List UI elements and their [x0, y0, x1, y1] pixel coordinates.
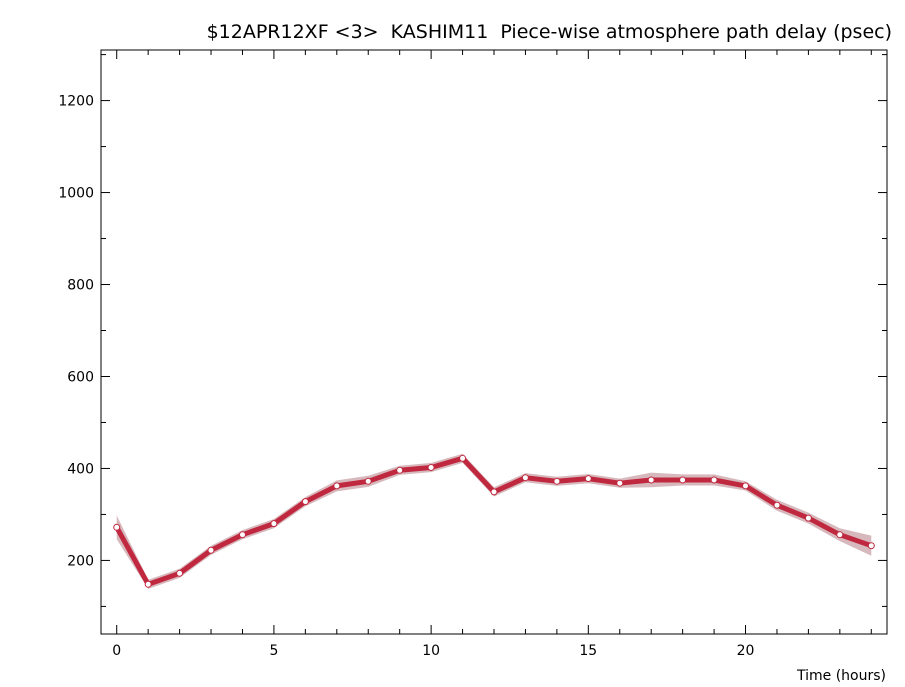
axis-tick-labels: 0 5 10 15 20 200 400 600 800 1000 1200 [58, 94, 754, 659]
data-point [616, 479, 624, 487]
data-point [679, 476, 687, 484]
x-tick-label: 0 [112, 643, 121, 659]
x-tick-label: 20 [737, 643, 755, 659]
series-line [114, 455, 874, 587]
x-axis-label: Time (hours) [796, 668, 886, 684]
data-point [427, 464, 435, 471]
data-point [584, 475, 592, 483]
data-point [301, 498, 309, 506]
y-tick-label: 1200 [58, 94, 94, 110]
data-point [239, 531, 246, 539]
axis-ticks [101, 50, 887, 634]
data-point [804, 514, 812, 522]
error-band-layer [116, 453, 872, 589]
data-point [867, 542, 875, 550]
x-tick-label: 10 [422, 643, 440, 659]
y-tick-label: 1000 [58, 186, 94, 202]
y-tick-label: 400 [67, 461, 94, 477]
data-point [364, 477, 372, 485]
x-tick-label: 5 [269, 643, 278, 659]
data-point [396, 466, 404, 474]
data-point [553, 477, 561, 485]
y-tick-label: 600 [67, 369, 94, 385]
y-tick-label: 800 [67, 278, 94, 294]
x-tick-label: 15 [579, 643, 597, 659]
data-point-layer [113, 454, 875, 588]
error-band [116, 453, 872, 589]
data-point [176, 569, 184, 577]
data-point [270, 520, 278, 528]
data-point [773, 501, 781, 509]
data-point [742, 482, 749, 490]
data-point [207, 546, 215, 554]
y-tick-label: 200 [67, 553, 94, 569]
series-line-layer [114, 455, 874, 587]
data-point [333, 482, 341, 490]
chart-title: $12APR12XF <3> KASHIM11 Piece-wise atmos… [207, 21, 892, 43]
data-point [144, 580, 152, 588]
data-point [459, 454, 467, 462]
data-point [647, 476, 655, 484]
data-point [836, 531, 844, 539]
data-point [490, 488, 498, 496]
data-point [710, 476, 718, 484]
data-point [113, 523, 121, 531]
data-point [521, 474, 529, 482]
